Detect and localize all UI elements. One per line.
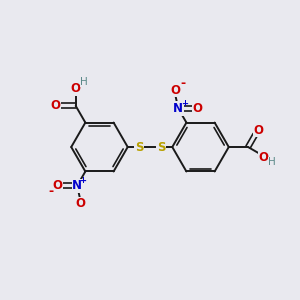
Text: S: S xyxy=(135,140,143,154)
Text: O: O xyxy=(258,151,268,164)
Text: -: - xyxy=(180,77,185,90)
Text: N: N xyxy=(173,102,183,115)
Text: O: O xyxy=(193,102,202,115)
Text: H: H xyxy=(268,158,276,167)
Text: +: + xyxy=(181,99,188,108)
Text: +: + xyxy=(80,176,87,185)
Text: O: O xyxy=(75,197,85,210)
Text: O: O xyxy=(50,99,61,112)
Text: O: O xyxy=(170,84,180,97)
Text: O: O xyxy=(53,179,63,192)
Text: H: H xyxy=(80,77,88,87)
Text: -: - xyxy=(49,185,54,198)
Text: O: O xyxy=(71,82,81,95)
Text: N: N xyxy=(72,179,82,192)
Text: S: S xyxy=(157,140,165,154)
Text: O: O xyxy=(253,124,263,137)
